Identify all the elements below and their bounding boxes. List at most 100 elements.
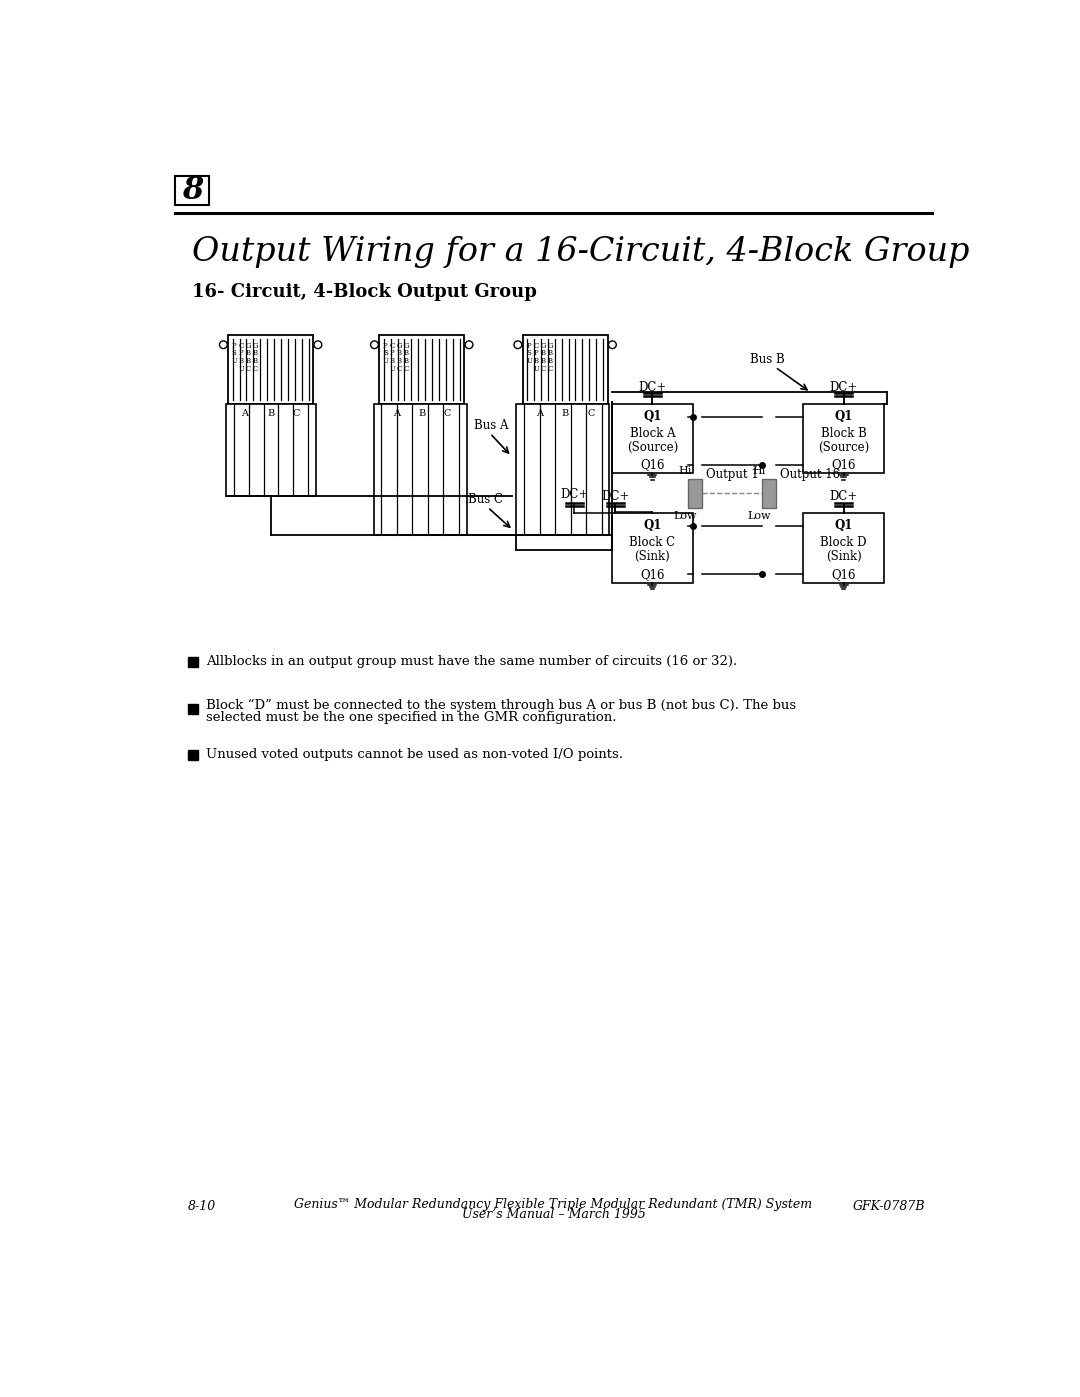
Text: 8: 8 (181, 175, 203, 207)
Text: U: U (232, 356, 238, 365)
Text: U: U (390, 365, 396, 373)
Text: C: C (397, 365, 402, 373)
Text: Hi: Hi (752, 465, 766, 475)
Text: B: B (548, 356, 552, 365)
Text: B: B (390, 356, 395, 365)
Bar (516, 404, 609, 535)
Text: Bus A: Bus A (474, 419, 509, 432)
Text: selected must be the one specified in the GMR configuration.: selected must be the one specified in th… (206, 711, 617, 724)
Text: B: B (404, 349, 409, 358)
Text: (Source): (Source) (626, 440, 678, 454)
Text: B: B (548, 349, 552, 358)
Text: DC+: DC+ (600, 490, 630, 503)
Text: C: C (444, 409, 451, 418)
Bar (688, 479, 702, 509)
Text: P: P (390, 349, 394, 358)
Text: Q1: Q1 (643, 520, 661, 532)
Text: DC+: DC+ (829, 380, 858, 394)
Text: Output 16: Output 16 (780, 468, 840, 482)
Text: Q16: Q16 (640, 567, 664, 581)
Text: G: G (404, 341, 409, 349)
Bar (611, 513, 693, 583)
Bar (611, 404, 693, 474)
Text: Block A: Block A (630, 426, 675, 440)
Text: U: U (383, 356, 389, 365)
Bar (804, 404, 885, 474)
Text: P: P (239, 349, 243, 358)
Text: B: B (246, 356, 251, 365)
Bar (188, 750, 198, 760)
Text: C: C (588, 409, 594, 418)
Text: Q16: Q16 (832, 567, 856, 581)
Text: B: B (562, 409, 569, 418)
Text: DC+: DC+ (829, 490, 858, 503)
Circle shape (465, 341, 473, 349)
Bar (523, 335, 608, 404)
Text: B: B (253, 349, 258, 358)
Text: Bus B: Bus B (750, 353, 784, 366)
Text: G: G (397, 341, 403, 349)
Text: Hi: Hi (678, 465, 692, 475)
Bar (762, 479, 775, 509)
Text: A: A (536, 409, 543, 418)
Text: User’s Manual – March 1995: User’s Manual – March 1995 (461, 1208, 646, 1221)
Text: G: G (246, 341, 252, 349)
Text: B: B (540, 349, 545, 358)
Text: B: B (534, 356, 538, 365)
Bar (227, 404, 315, 496)
Text: (Sink): (Sink) (826, 550, 862, 563)
Bar (374, 404, 467, 535)
Text: Bus C: Bus C (469, 493, 503, 506)
Text: Allblocks in an output group must have the same number of circuits (16 or 32).: Allblocks in an output group must have t… (206, 655, 738, 669)
Text: Low: Low (674, 511, 697, 521)
Text: Output Wiring for a 16-Circuit, 4-Block Group: Output Wiring for a 16-Circuit, 4-Block … (191, 236, 969, 268)
Circle shape (514, 341, 522, 349)
Text: (Source): (Source) (819, 440, 869, 454)
Text: S: S (526, 349, 531, 358)
Text: Block C: Block C (630, 536, 675, 549)
Text: Output 1: Output 1 (706, 468, 759, 482)
Circle shape (370, 341, 378, 349)
Text: U: U (534, 365, 539, 373)
Text: S: S (383, 349, 388, 358)
Text: S: S (232, 349, 237, 358)
Text: C: C (390, 341, 395, 349)
Text: C: C (540, 365, 545, 373)
Circle shape (608, 341, 617, 349)
Text: P: P (534, 349, 538, 358)
Text: G: G (253, 341, 258, 349)
Bar (228, 335, 313, 404)
Text: Q1: Q1 (643, 409, 661, 423)
Text: G: G (540, 341, 545, 349)
Text: C: C (293, 409, 300, 418)
Text: 16- Circuit, 4-Block Output Group: 16- Circuit, 4-Block Output Group (191, 284, 537, 302)
Text: Q1: Q1 (835, 409, 853, 423)
Text: Block B: Block B (821, 426, 866, 440)
Bar (379, 335, 464, 404)
Text: U: U (526, 356, 532, 365)
Text: B: B (239, 356, 244, 365)
Text: B: B (397, 349, 402, 358)
Text: GFK-0787B: GFK-0787B (853, 1200, 926, 1213)
Text: C: C (246, 365, 251, 373)
Text: B: B (253, 356, 258, 365)
Bar (188, 658, 198, 668)
Text: B: B (540, 356, 545, 365)
Text: Q16: Q16 (832, 458, 856, 472)
Text: C: C (239, 341, 244, 349)
Text: A: A (393, 409, 400, 418)
Text: P: P (232, 341, 237, 349)
Bar (188, 704, 198, 714)
Text: Q16: Q16 (640, 458, 664, 472)
Text: B: B (267, 409, 274, 418)
Text: U: U (239, 365, 245, 373)
Circle shape (219, 341, 227, 349)
Text: Genius™ Modular Redundancy Flexible Triple Modular Redundant (TMR) System: Genius™ Modular Redundancy Flexible Trip… (295, 1199, 812, 1211)
Text: Block D: Block D (821, 536, 867, 549)
Text: C: C (548, 365, 553, 373)
Text: C: C (253, 365, 258, 373)
Bar (175, 176, 210, 205)
Text: (Sink): (Sink) (634, 550, 671, 563)
Text: C: C (404, 365, 409, 373)
Text: Unused voted outputs cannot be used as non-voted I/O points.: Unused voted outputs cannot be used as n… (206, 747, 623, 761)
